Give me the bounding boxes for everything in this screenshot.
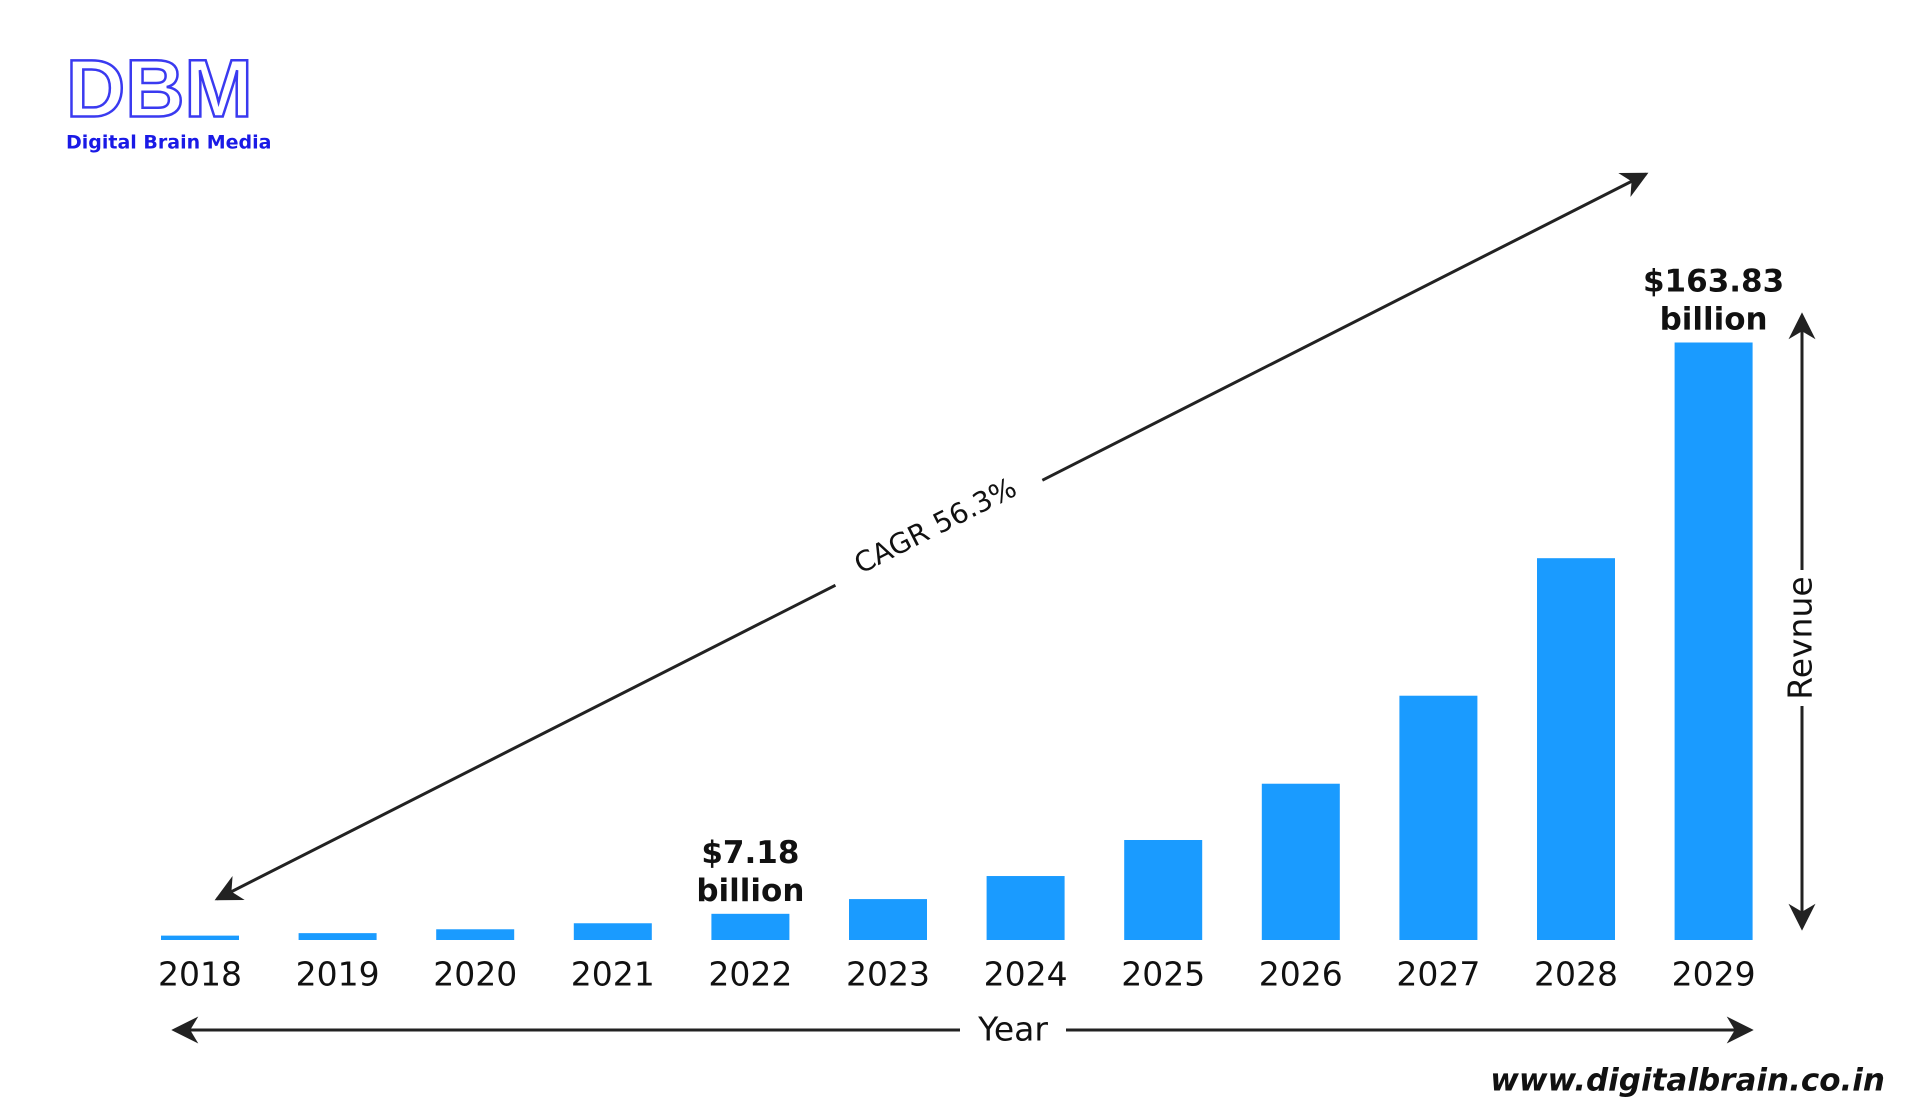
x-tick-label: 2024 [984, 955, 1068, 994]
x-tick-label: 2020 [433, 955, 517, 994]
x-tick-label: 2028 [1534, 955, 1618, 994]
bar [298, 933, 377, 940]
x-label-gap [960, 1010, 1066, 1050]
bar [1399, 695, 1478, 940]
y-axis-label: Revnue [1781, 576, 1820, 699]
footer-url: www.digitalbrain.co.in [1490, 1063, 1885, 1099]
bar [1674, 342, 1753, 941]
logo: DBM [66, 44, 253, 135]
bar [1261, 783, 1340, 940]
logo-subtitle: Digital Brain Media [66, 132, 271, 154]
bar [711, 913, 790, 940]
x-tick-label: 2023 [846, 955, 930, 994]
x-tick-label: 2029 [1672, 955, 1756, 994]
bar [573, 923, 652, 940]
bar [436, 929, 515, 940]
x-tick-label: 2025 [1121, 955, 1205, 994]
bar [161, 935, 239, 940]
x-tick-label: 2026 [1259, 955, 1343, 994]
x-axis-label: Year [977, 1010, 1048, 1049]
bar [849, 899, 927, 940]
x-tick-label: 2019 [296, 955, 380, 994]
cagr-gap [818, 445, 1053, 605]
x-tick-label: 2018 [158, 955, 242, 994]
bar [986, 876, 1065, 940]
bar [1124, 839, 1203, 940]
x-tick-label: 2027 [1396, 955, 1480, 994]
x-tick-label: 2021 [571, 955, 655, 994]
bar [1537, 558, 1615, 940]
x-tick-label: 2022 [708, 955, 792, 994]
value-label: $7.18 billion [696, 834, 804, 908]
y-label-gap [1782, 570, 1822, 706]
value-label: $163.83 billion [1643, 263, 1784, 337]
